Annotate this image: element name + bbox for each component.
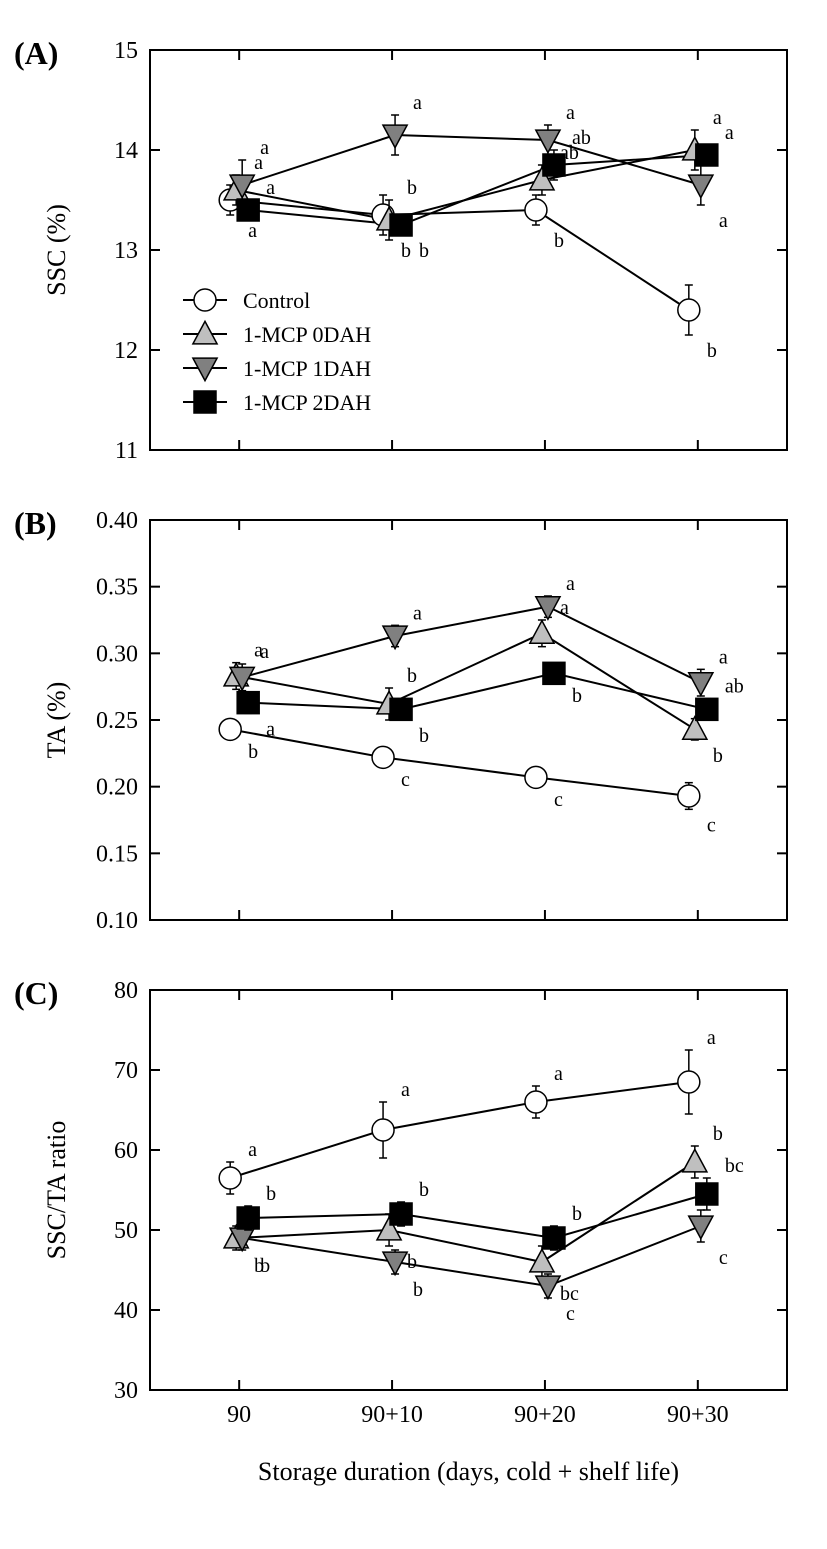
svg-text:Storage duration (days, cold +: Storage duration (days, cold + shelf lif…: [258, 1457, 679, 1486]
svg-text:b: b: [572, 685, 582, 707]
svg-text:1-MCP 2DAH: 1-MCP 2DAH: [243, 390, 371, 415]
svg-text:1-MCP 0DAH: 1-MCP 0DAH: [243, 322, 371, 347]
svg-text:c: c: [707, 814, 716, 836]
svg-text:a: a: [560, 597, 569, 619]
figure-container: 1112131415SSC (%)(A)abbbababaaaaaababaCo…: [0, 0, 827, 1549]
panel-C: 30 40 50 60 70 80 90 90+10 90+20 90+30 SSC/TA rati…: [14, 975, 787, 1428]
legend: Control 1-MCP 0DAH 1-MCP 1DAH 1-MCP 2DAH: [183, 288, 371, 415]
svg-text:a: a: [566, 102, 575, 124]
svg-text:c: c: [401, 769, 410, 791]
svg-text:c: c: [566, 1303, 575, 1325]
svg-text:0.15: 0.15: [96, 841, 138, 867]
svg-text:b: b: [419, 725, 429, 747]
panel-A: 1112131415SSC (%)(A)abbbababaaaaaababaCo…: [14, 35, 787, 464]
svg-text:80: 80: [114, 978, 138, 1004]
svg-text:b: b: [419, 1179, 429, 1201]
svg-text:13: 13: [114, 238, 138, 264]
svg-text:a: a: [401, 1079, 410, 1101]
svg-text:0.10: 0.10: [96, 908, 138, 934]
svg-text:90+20: 90+20: [514, 1402, 576, 1428]
svg-text:0.20: 0.20: [96, 775, 138, 801]
svg-text:b: b: [707, 340, 717, 362]
svg-text:15: 15: [114, 38, 138, 64]
svg-text:b: b: [572, 1203, 582, 1225]
svg-text:a: a: [266, 718, 275, 740]
svg-text:c: c: [554, 789, 563, 811]
svg-text:1-MCP 1DAH: 1-MCP 1DAH: [243, 356, 371, 381]
svg-text:a: a: [266, 177, 275, 199]
svg-text:b: b: [401, 240, 411, 262]
svg-text:a: a: [260, 137, 269, 159]
svg-text:70: 70: [114, 1058, 138, 1084]
svg-text:0.25: 0.25: [96, 708, 138, 734]
svg-text:11: 11: [115, 438, 138, 464]
svg-text:ab: ab: [725, 676, 744, 698]
svg-text:a: a: [413, 92, 422, 114]
svg-text:0.40: 0.40: [96, 508, 138, 534]
svg-text:90: 90: [227, 1402, 251, 1428]
svg-text:40: 40: [114, 1298, 138, 1324]
svg-text:0.35: 0.35: [96, 575, 138, 601]
svg-text:b: b: [248, 741, 258, 763]
svg-text:a: a: [566, 573, 575, 595]
svg-text:a: a: [707, 1027, 716, 1049]
panel-B: 0.100.150.200.250.300.350.40TA (%)(B)bcc…: [14, 505, 787, 934]
svg-text:12: 12: [114, 338, 138, 364]
svg-text:50: 50: [114, 1218, 138, 1244]
svg-text:b: b: [266, 1183, 276, 1205]
svg-text:a: a: [719, 646, 728, 668]
svg-text:TA (%): TA (%): [42, 682, 71, 759]
svg-text:b: b: [713, 1123, 723, 1145]
svg-text:b: b: [554, 230, 564, 252]
svg-text:0.30: 0.30: [96, 641, 138, 667]
svg-text:b: b: [407, 1251, 417, 1273]
svg-text:a: a: [719, 210, 728, 232]
svg-text:ab: ab: [572, 127, 591, 149]
svg-text:SSC/TA ratio: SSC/TA ratio: [42, 1121, 71, 1260]
svg-text:90+10: 90+10: [361, 1402, 423, 1428]
svg-text:30: 30: [114, 1378, 138, 1404]
svg-text:a: a: [413, 602, 422, 624]
svg-text:a: a: [554, 1063, 563, 1085]
svg-text:(B): (B): [14, 505, 57, 541]
svg-text:90+30: 90+30: [667, 1402, 729, 1428]
multi-panel-chart: 1112131415SSC (%)(A)abbbababaaaaaababaCo…: [0, 0, 827, 1549]
svg-text:c: c: [719, 1247, 728, 1269]
svg-text:(C): (C): [14, 975, 58, 1011]
svg-text:bc: bc: [725, 1155, 744, 1177]
svg-text:60: 60: [114, 1138, 138, 1164]
svg-text:bc: bc: [560, 1283, 579, 1305]
svg-text:b: b: [260, 1255, 270, 1277]
svg-text:b: b: [407, 665, 417, 687]
svg-text:a: a: [248, 220, 257, 242]
svg-text:b: b: [713, 745, 723, 767]
svg-text:(A): (A): [14, 35, 58, 71]
svg-text:14: 14: [114, 138, 138, 164]
svg-text:b: b: [407, 177, 417, 199]
svg-text:SSC (%): SSC (%): [42, 204, 71, 296]
svg-text:b: b: [413, 1279, 423, 1301]
svg-text:Control: Control: [243, 288, 310, 313]
svg-text:b: b: [419, 240, 429, 262]
svg-text:a: a: [248, 1139, 257, 1161]
svg-text:a: a: [725, 122, 734, 144]
svg-text:a: a: [713, 107, 722, 129]
svg-text:a: a: [260, 641, 269, 663]
